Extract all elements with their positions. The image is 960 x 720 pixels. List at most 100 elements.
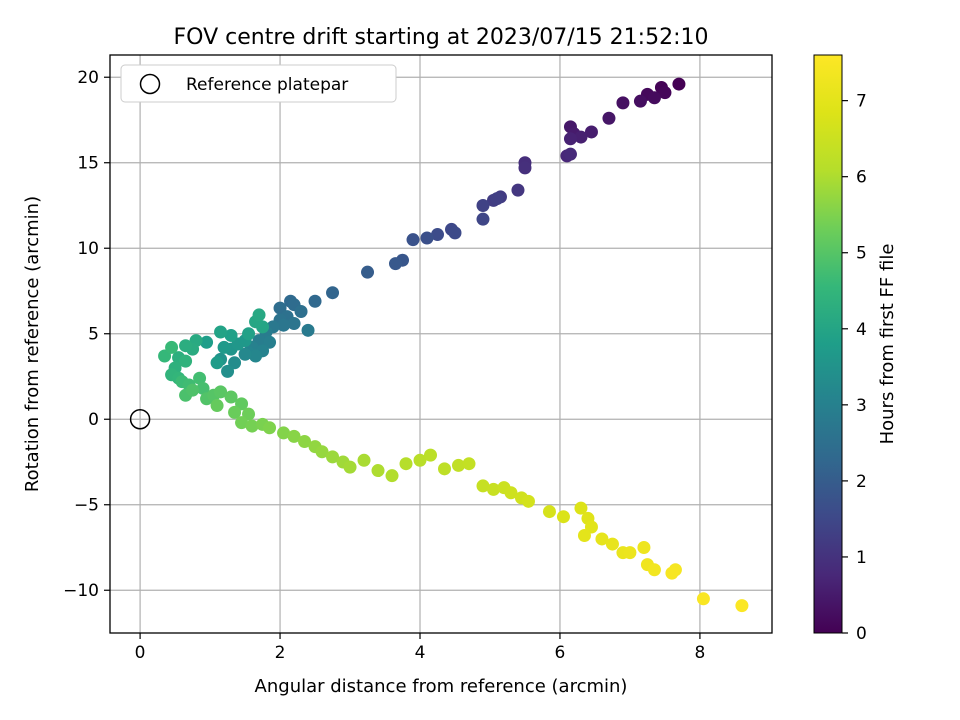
legend-marker (139, 73, 161, 95)
colorbar-tick-label: 7 (856, 92, 867, 112)
data-point (200, 335, 214, 349)
colorbar-tick-label: 4 (856, 320, 867, 340)
colorbar-tick-label: 1 (856, 548, 867, 568)
data-point (623, 546, 637, 560)
data-point (235, 416, 249, 430)
y-axis-ticks: −10 −5 0 5 10 15 20 (63, 68, 110, 601)
data-point (413, 453, 427, 467)
data-point (424, 448, 438, 462)
y-tick-label: −5 (74, 496, 99, 516)
data-point (210, 399, 224, 413)
colorbar-tick-label: 2 (856, 472, 867, 492)
data-point (406, 233, 420, 247)
data-point (179, 354, 193, 368)
data-point (672, 77, 686, 91)
data-point (696, 592, 710, 606)
colorbar (813, 54, 843, 634)
data-point (308, 294, 322, 308)
x-tick-label: 8 (695, 643, 706, 663)
data-point (658, 86, 672, 100)
data-point (242, 327, 256, 341)
data-point (214, 325, 228, 339)
data-point (542, 505, 556, 519)
colorbar-label: Hours from first FF file (877, 244, 898, 445)
y-tick-label: 20 (77, 68, 99, 88)
data-point (245, 419, 259, 433)
reference-point (129, 408, 151, 430)
data-point (385, 469, 399, 483)
colorbar-tick-label: 6 (856, 168, 867, 188)
colorbar-tick-label: 3 (856, 396, 867, 416)
y-tick-label: −10 (63, 581, 99, 601)
y-axis-label: Rotation from reference (arcmin) (22, 196, 43, 492)
data-point (389, 257, 403, 271)
x-tick-label: 0 (135, 643, 146, 663)
data-point (228, 405, 242, 419)
data-point (616, 96, 630, 110)
data-point (735, 599, 749, 613)
data-point (224, 328, 238, 342)
data-point (647, 563, 661, 577)
data-point (476, 198, 490, 212)
data-point (294, 305, 308, 319)
data-point (563, 147, 577, 161)
data-point (287, 429, 301, 443)
data-point (490, 192, 504, 206)
data-point (361, 265, 375, 279)
data-point (399, 457, 413, 471)
data-point (179, 339, 193, 353)
data-point (357, 453, 371, 467)
data-point (238, 347, 252, 361)
data-point (196, 381, 210, 395)
data-point (574, 130, 588, 144)
data-point (277, 318, 291, 332)
x-tick-label: 6 (555, 643, 566, 663)
colorbar-tick-label: 0 (856, 624, 867, 644)
data-point (420, 231, 434, 245)
data-point (343, 460, 357, 474)
colorbar-tick-label: 5 (856, 244, 867, 264)
legend-label: Reference platepar (186, 75, 348, 95)
data-point (165, 340, 179, 354)
y-tick-label: 15 (77, 154, 99, 174)
data-point (476, 212, 490, 226)
y-tick-label: 5 (88, 325, 99, 345)
data-point (431, 228, 445, 242)
data-point (224, 390, 238, 404)
data-point (504, 486, 518, 500)
data-point (462, 457, 476, 471)
data-point (263, 421, 277, 435)
x-axis-label: Angular distance from reference (arcmin) (255, 676, 628, 697)
data-point (217, 340, 231, 354)
data-point (186, 383, 200, 397)
data-point (633, 94, 647, 108)
data-point (287, 316, 301, 330)
data-point (451, 458, 465, 472)
data-point (221, 364, 235, 378)
data-point (249, 349, 263, 363)
data-point (584, 125, 598, 139)
data-point (326, 286, 340, 300)
data-point (556, 510, 570, 524)
data-point (602, 111, 616, 125)
x-tick-label: 2 (275, 643, 286, 663)
data-point (665, 566, 679, 580)
data-points (158, 77, 749, 613)
data-point (210, 356, 224, 370)
data-point (574, 501, 588, 515)
data-point (637, 540, 651, 554)
data-point (298, 434, 312, 448)
x-axis-ticks: 0 2 4 6 8 (135, 633, 706, 663)
data-point (476, 479, 490, 493)
legend: Reference platepar (120, 64, 397, 103)
data-point (595, 532, 609, 546)
chart-title: FOV centre drift starting at 2023/07/15 … (174, 25, 709, 50)
reference-marker (129, 408, 151, 430)
data-point (647, 91, 661, 105)
data-point (301, 323, 315, 337)
data-point (486, 482, 500, 496)
y-tick-label: 0 (88, 410, 99, 430)
x-tick-label: 4 (415, 643, 426, 663)
data-point (371, 464, 385, 478)
